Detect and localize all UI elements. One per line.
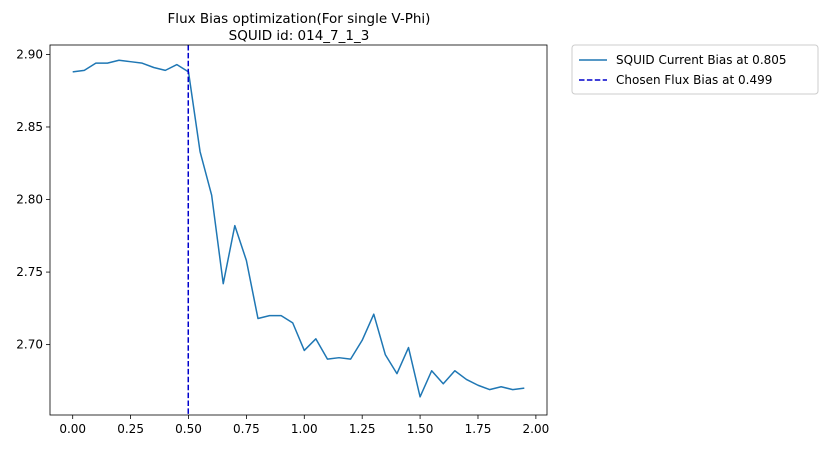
x-tick-label-7: 1.75 xyxy=(465,422,492,436)
legend-label-flux-bias: Chosen Flux Bias at 0.499 xyxy=(616,73,772,87)
x-tick-label-6: 1.50 xyxy=(407,422,434,436)
legend-box xyxy=(571,44,819,95)
y-tick-label-3: 2.85 xyxy=(16,120,43,134)
x-tick-label-4: 1.00 xyxy=(291,422,318,436)
x-tick-label-1: 0.25 xyxy=(117,422,144,436)
y-tick-label-0: 2.70 xyxy=(16,338,43,352)
x-tick-label-0: 0.00 xyxy=(59,422,86,436)
x-tick-label-2: 0.50 xyxy=(175,422,202,436)
legend-label-current-bias: SQUID Current Bias at 0.805 xyxy=(616,53,787,67)
y-tick-label-2: 2.80 xyxy=(16,193,43,207)
x-tick-label-3: 0.75 xyxy=(233,422,260,436)
legend: SQUID Current Bias at 0.805 Chosen Flux … xyxy=(571,44,819,95)
chart-title: Flux Bias optimization(For single V-Phi) xyxy=(168,11,431,27)
chart-subtitle: SQUID id: 014_7_1_3 xyxy=(229,28,370,44)
series-line-0 xyxy=(72,59,525,398)
y-tick-label-1: 2.75 xyxy=(16,265,43,279)
y-tick-label-4: 2.90 xyxy=(16,47,43,61)
x-tick-label-8: 2.00 xyxy=(523,422,550,436)
x-tick-label-5: 1.25 xyxy=(349,422,376,436)
plot-area xyxy=(72,45,525,415)
plot-frame xyxy=(49,44,548,416)
